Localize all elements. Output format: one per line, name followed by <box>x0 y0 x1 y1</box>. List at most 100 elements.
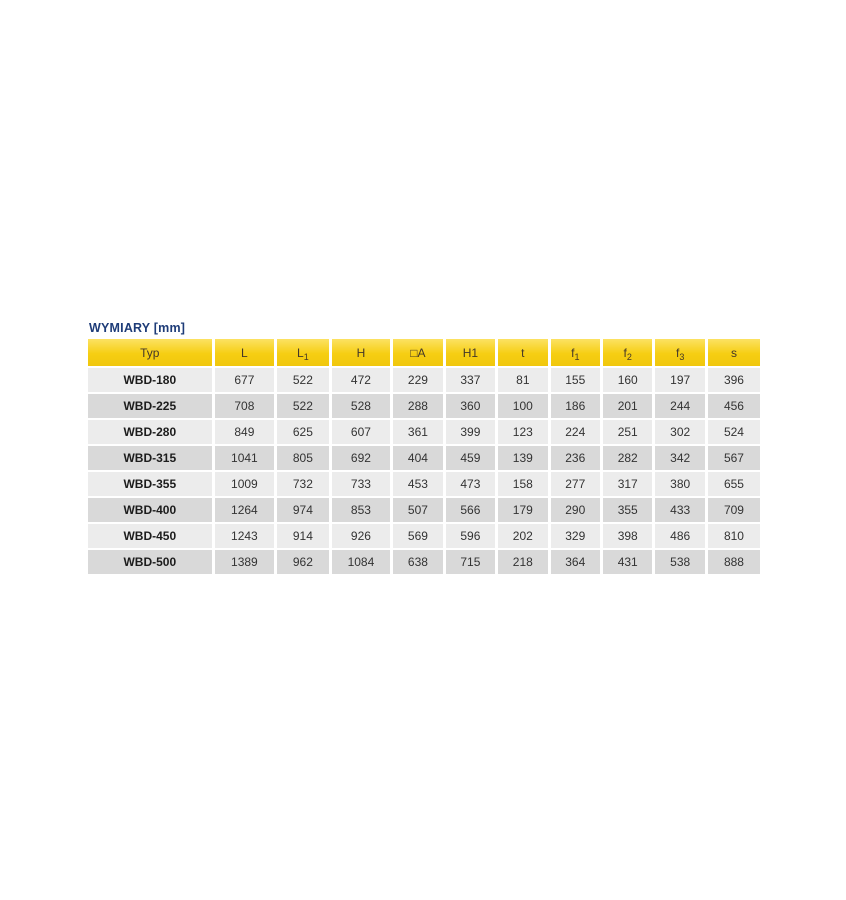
header-row: Typ L L1 H □A H1 t f1 f2 f3 s <box>88 339 760 367</box>
header-cell-h: H <box>328 339 392 367</box>
value-cell: 244 <box>652 392 707 419</box>
table-row: WBD-400 1264 974 853 507 566 179 290 355 433 709 <box>88 496 760 523</box>
value-cell: 1243 <box>211 522 276 549</box>
value-cell: 962 <box>274 548 331 574</box>
value-cell: 337 <box>442 366 497 393</box>
value-cell: 202 <box>495 522 550 549</box>
value-cell: 342 <box>652 444 707 471</box>
section-title: WYMIARY [mm] <box>89 321 186 335</box>
value-cell: 528 <box>328 392 392 419</box>
dimensions-section: WYMIARY [mm] Typ L L1 H □A H1 t f1 f2 f3 s WBD-180… <box>88 320 760 574</box>
value-cell: 453 <box>390 470 445 497</box>
value-cell: 708 <box>211 392 276 419</box>
value-cell: 404 <box>390 444 445 471</box>
value-cell: 655 <box>704 470 760 497</box>
type-cell: WBD-355 <box>88 470 214 497</box>
value-cell: 251 <box>599 418 654 445</box>
value-cell: 288 <box>390 392 445 419</box>
value-cell: 709 <box>704 496 760 523</box>
value-cell: 398 <box>599 522 654 549</box>
value-cell: 805 <box>274 444 331 471</box>
value-cell: 197 <box>652 366 707 393</box>
header-cell-a: □A <box>390 339 445 367</box>
value-cell: 507 <box>390 496 445 523</box>
value-cell: 158 <box>495 470 550 497</box>
value-cell: 290 <box>547 496 602 523</box>
value-cell: 224 <box>547 418 602 445</box>
value-cell: 1009 <box>211 470 276 497</box>
value-cell: 567 <box>704 444 760 471</box>
header-cell-s: s <box>704 339 760 367</box>
value-cell: 355 <box>599 496 654 523</box>
value-cell: 399 <box>442 418 497 445</box>
value-cell: 538 <box>652 548 707 574</box>
type-cell: WBD-315 <box>88 444 214 471</box>
value-cell: 853 <box>328 496 392 523</box>
value-cell: 625 <box>274 418 331 445</box>
value-cell: 1389 <box>211 548 276 574</box>
header-cell-l: L <box>211 339 276 367</box>
value-cell: 1264 <box>211 496 276 523</box>
value-cell: 186 <box>547 392 602 419</box>
value-cell: 1041 <box>211 444 276 471</box>
value-cell: 139 <box>495 444 550 471</box>
value-cell: 302 <box>652 418 707 445</box>
value-cell: 100 <box>495 392 550 419</box>
value-cell: 677 <box>211 366 276 393</box>
header-cell-h1: H1 <box>442 339 497 367</box>
value-cell: 277 <box>547 470 602 497</box>
value-cell: 1084 <box>328 548 392 574</box>
header-cell-f2: f2 <box>599 339 654 367</box>
type-cell: WBD-225 <box>88 392 214 419</box>
value-cell: 486 <box>652 522 707 549</box>
value-cell: 201 <box>599 392 654 419</box>
header-cell-typ: Typ <box>88 339 214 367</box>
value-cell: 607 <box>328 418 392 445</box>
value-cell: 522 <box>274 366 331 393</box>
table-row: WBD-355 1009 732 733 453 473 158 277 317 380 655 <box>88 470 760 497</box>
value-cell: 524 <box>704 418 760 445</box>
value-cell: 364 <box>547 548 602 574</box>
value-cell: 380 <box>652 470 707 497</box>
value-cell: 155 <box>547 366 602 393</box>
value-cell: 360 <box>442 392 497 419</box>
value-cell: 456 <box>704 392 760 419</box>
value-cell: 459 <box>442 444 497 471</box>
table-row: WBD-180 677 522 472 229 337 81 155 160 197 396 <box>88 366 760 393</box>
value-cell: 566 <box>442 496 497 523</box>
table-body: WBD-180 677 522 472 229 337 81 155 160 197 396 WBD-… <box>88 366 760 574</box>
value-cell: 317 <box>599 470 654 497</box>
table-row: WBD-315 1041 805 692 404 459 139 236 282 342 567 <box>88 444 760 471</box>
value-cell: 974 <box>274 496 331 523</box>
header-cell-l1: L1 <box>274 339 331 367</box>
header-cell-t: t <box>495 339 550 367</box>
value-cell: 123 <box>495 418 550 445</box>
type-cell: WBD-280 <box>88 418 214 445</box>
value-cell: 236 <box>547 444 602 471</box>
value-cell: 329 <box>547 522 602 549</box>
table-row: WBD-280 849 625 607 361 399 123 224 251 302 524 <box>88 418 760 445</box>
value-cell: 888 <box>704 548 760 574</box>
value-cell: 361 <box>390 418 445 445</box>
value-cell: 692 <box>328 444 392 471</box>
value-cell: 914 <box>274 522 331 549</box>
table-row: WBD-500 1389 962 1084 638 715 218 364 431 538 888 <box>88 548 760 574</box>
value-cell: 218 <box>495 548 550 574</box>
header-cell-f1: f1 <box>547 339 602 367</box>
value-cell: 472 <box>328 366 392 393</box>
value-cell: 715 <box>442 548 497 574</box>
value-cell: 433 <box>652 496 707 523</box>
table-row: WBD-225 708 522 528 288 360 100 186 201 244 456 <box>88 392 760 419</box>
dimensions-table: Typ L L1 H □A H1 t f1 f2 f3 s WBD-180 677 522 472 229 3… <box>88 339 760 574</box>
header-cell-f3: f3 <box>652 339 707 367</box>
type-cell: WBD-450 <box>88 522 214 549</box>
type-cell: WBD-180 <box>88 366 214 393</box>
value-cell: 229 <box>390 366 445 393</box>
value-cell: 160 <box>599 366 654 393</box>
table-row: WBD-450 1243 914 926 569 596 202 329 398 486 810 <box>88 522 760 549</box>
value-cell: 431 <box>599 548 654 574</box>
value-cell: 732 <box>274 470 331 497</box>
type-cell: WBD-400 <box>88 496 214 523</box>
value-cell: 179 <box>495 496 550 523</box>
